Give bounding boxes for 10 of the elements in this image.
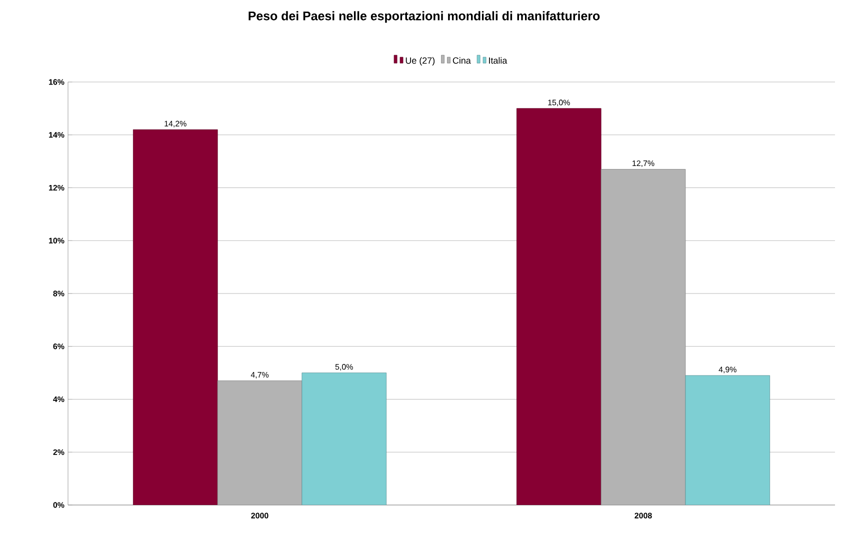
legend-label: Ue (27) <box>406 57 435 66</box>
bar <box>217 380 302 505</box>
legend-label: Italia <box>489 57 508 64</box>
chart-title: Peso dei Paesi nelle esportazioni mondiali di manifatturiero <box>248 11 600 23</box>
bar <box>685 375 770 505</box>
bar <box>302 372 387 505</box>
legend-label: Cina <box>452 57 471 64</box>
bar <box>600 169 686 505</box>
bar <box>516 108 602 505</box>
bar <box>132 129 218 505</box>
